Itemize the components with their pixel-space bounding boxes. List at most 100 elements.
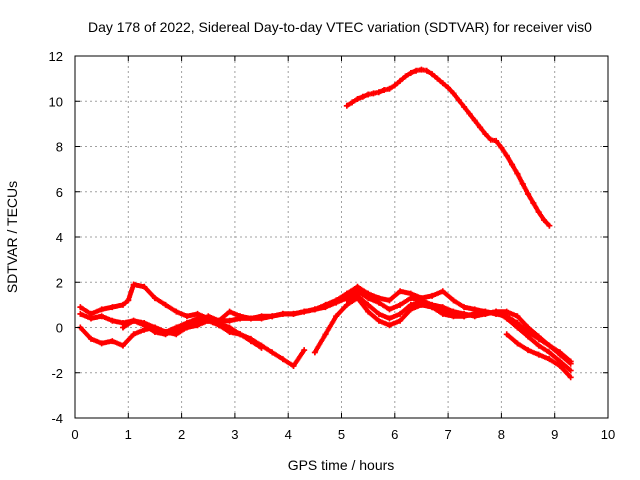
data-point bbox=[423, 67, 430, 74]
data-series bbox=[77, 66, 574, 381]
data-point bbox=[290, 362, 297, 369]
series-trace-f bbox=[503, 331, 574, 381]
y-tick-label: 4 bbox=[56, 230, 63, 245]
data-point bbox=[125, 297, 132, 304]
data-point bbox=[354, 292, 361, 299]
data-point bbox=[450, 297, 457, 304]
data-point bbox=[461, 103, 468, 110]
data-point bbox=[429, 292, 436, 299]
data-point bbox=[493, 308, 500, 315]
data-point bbox=[215, 319, 222, 326]
y-tick-label: 2 bbox=[56, 275, 63, 290]
data-point bbox=[482, 131, 489, 138]
y-tick-label: 6 bbox=[56, 185, 63, 200]
data-point bbox=[237, 331, 244, 338]
y-tick-label: 10 bbox=[49, 94, 63, 109]
data-point bbox=[311, 349, 318, 356]
data-point bbox=[359, 93, 366, 100]
data-point bbox=[546, 356, 553, 363]
data-point bbox=[354, 283, 361, 290]
data-point bbox=[397, 301, 404, 308]
data-point bbox=[333, 297, 340, 304]
data-point bbox=[514, 324, 521, 331]
x-tick-label: 9 bbox=[551, 427, 558, 442]
series-trace-d bbox=[119, 315, 308, 369]
data-point bbox=[194, 315, 201, 322]
data-point bbox=[98, 313, 105, 320]
data-point bbox=[269, 349, 276, 356]
data-point bbox=[482, 310, 489, 317]
data-point bbox=[354, 95, 361, 102]
data-point bbox=[322, 331, 329, 338]
data-point bbox=[397, 310, 404, 317]
data-point bbox=[541, 217, 548, 224]
data-point bbox=[130, 317, 137, 324]
data-point bbox=[109, 338, 116, 345]
data-point bbox=[461, 313, 468, 320]
data-point bbox=[194, 322, 201, 329]
data-point bbox=[237, 313, 244, 320]
data-point bbox=[413, 67, 420, 74]
data-point bbox=[141, 326, 148, 333]
data-point bbox=[173, 331, 180, 338]
data-point bbox=[498, 144, 505, 151]
data-point bbox=[247, 335, 254, 342]
data-point bbox=[279, 310, 286, 317]
data-point bbox=[546, 349, 553, 356]
data-point bbox=[77, 304, 84, 311]
y-tick-label: -4 bbox=[51, 411, 63, 426]
data-point bbox=[407, 301, 414, 308]
x-tick-label: 5 bbox=[338, 427, 345, 442]
data-point bbox=[567, 367, 574, 374]
data-point bbox=[226, 308, 233, 315]
data-point bbox=[429, 304, 436, 311]
data-point bbox=[77, 310, 84, 317]
data-point bbox=[311, 306, 318, 313]
data-point bbox=[98, 340, 105, 347]
data-point bbox=[450, 90, 457, 97]
data-point bbox=[535, 335, 542, 342]
data-point bbox=[471, 117, 478, 124]
series-markers bbox=[120, 315, 307, 369]
data-point bbox=[493, 137, 500, 144]
chart-title: Day 178 of 2022, Sidereal Day-to-day VTE… bbox=[88, 19, 592, 35]
y-axis-label: SDTVAR / TECUs bbox=[4, 181, 20, 293]
data-point bbox=[205, 317, 212, 324]
data-point bbox=[109, 317, 116, 324]
data-point bbox=[365, 290, 372, 297]
data-point bbox=[258, 315, 265, 322]
data-point bbox=[429, 71, 436, 78]
data-point bbox=[525, 333, 532, 340]
data-point bbox=[519, 180, 526, 187]
data-point bbox=[546, 222, 553, 229]
x-tick-label: 8 bbox=[498, 427, 505, 442]
x-tick-label: 3 bbox=[231, 427, 238, 442]
data-point bbox=[503, 315, 510, 322]
data-point bbox=[386, 85, 393, 92]
data-point bbox=[162, 329, 169, 336]
data-point bbox=[151, 295, 158, 302]
data-point bbox=[226, 324, 233, 331]
x-tick-label: 10 bbox=[601, 427, 615, 442]
data-point bbox=[418, 66, 425, 73]
data-point bbox=[439, 288, 446, 295]
data-point bbox=[343, 297, 350, 304]
data-point bbox=[87, 315, 94, 322]
data-point bbox=[487, 136, 494, 143]
data-point bbox=[375, 295, 382, 302]
data-point bbox=[546, 342, 553, 349]
data-point bbox=[397, 317, 404, 324]
data-point bbox=[279, 356, 286, 363]
data-point bbox=[535, 351, 542, 358]
data-point bbox=[343, 102, 350, 109]
series-markers bbox=[77, 318, 264, 351]
data-point bbox=[381, 86, 388, 93]
data-point bbox=[109, 304, 116, 311]
data-point bbox=[322, 301, 329, 308]
data-point bbox=[514, 340, 521, 347]
data-point bbox=[365, 308, 372, 315]
data-point bbox=[455, 97, 462, 104]
data-point bbox=[365, 91, 372, 98]
y-tick-label: 8 bbox=[56, 140, 63, 155]
x-tick-label: 4 bbox=[285, 427, 292, 442]
